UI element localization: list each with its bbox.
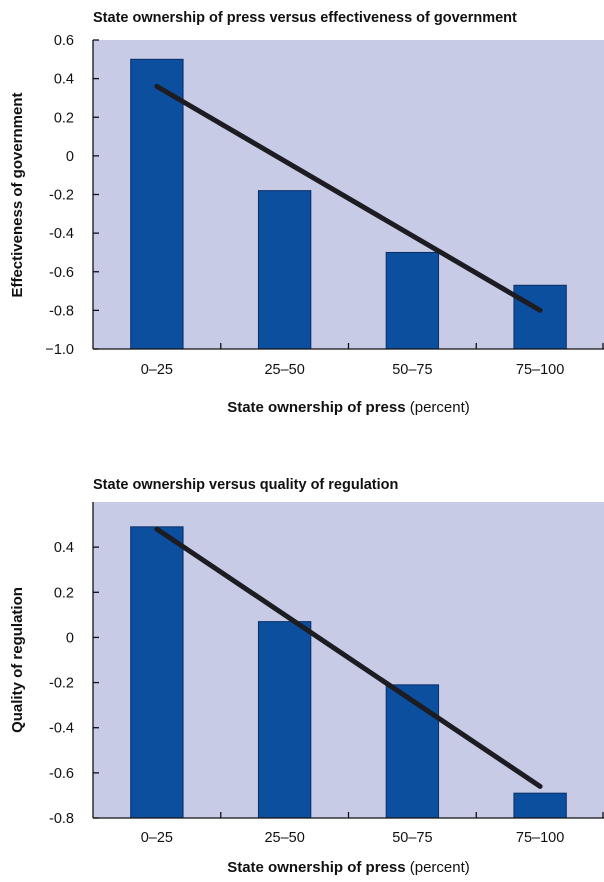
- y-tick-label: -0.4: [49, 721, 74, 737]
- chart-title: State ownership versus quality of regula…: [93, 477, 398, 493]
- x-tick-label: 75–100: [516, 830, 564, 846]
- y-axis-label: Effectiveness of government: [9, 92, 26, 297]
- bar-0–25: [130, 58, 184, 350]
- bar-75–100: [513, 792, 567, 819]
- bar-25–50: [257, 190, 312, 350]
- y-tick-label: 0: [66, 630, 74, 646]
- y-tick-label: -0.6: [49, 265, 74, 281]
- y-tick-label: −1.0: [45, 342, 74, 358]
- bar-50–75: [385, 251, 440, 350]
- chart-quality-of-regulation: 0.4 0.2 0 -0.2 -0.4 -0.6 -0.8 0–25 25–50 50–75 75–…: [9, 477, 604, 876]
- x-tick-label: 25–50: [264, 362, 304, 378]
- x-tick-label: 25–50: [264, 830, 304, 846]
- y-tick-label: -0.4: [49, 226, 74, 242]
- x-axis-label: State ownership of press (percent): [227, 859, 470, 876]
- y-tick-label: 0.2: [54, 585, 74, 601]
- y-tick-label: -0.2: [49, 188, 74, 204]
- chart-effectiveness-of-government: 0.6 0.4 0.2 0 -0.2 -0.4 -0.6 -0.8 −1.0 0–25 25–50 5…: [9, 10, 604, 416]
- bar-0–25: [130, 526, 184, 819]
- y-tick-label: -0.6: [49, 766, 74, 782]
- y-tick-label: 0.4: [54, 540, 74, 556]
- y-tick-label: -0.2: [49, 676, 74, 692]
- x-tick-label: 0–25: [141, 830, 173, 846]
- trend-line: [154, 526, 543, 789]
- x-tick-label: 75–100: [516, 362, 564, 378]
- x-tick-label: 50–75: [392, 362, 432, 378]
- bar-50–75: [385, 684, 440, 819]
- trend-line: [154, 83, 543, 313]
- y-tick-label: 0.6: [54, 33, 74, 49]
- y-tick-label: -0.8: [49, 303, 74, 319]
- y-tick-label: 0: [66, 149, 74, 165]
- x-axis-label: State ownership of press (percent): [227, 399, 470, 416]
- y-tick-label: 0.2: [54, 110, 74, 126]
- y-axis-label: Quality of regulation: [9, 587, 26, 733]
- bar-25–50: [257, 621, 312, 819]
- y-tick-label: -0.8: [49, 811, 74, 827]
- x-tick-label: 0–25: [141, 362, 173, 378]
- bar-75–100: [513, 284, 567, 350]
- x-tick-label: 50–75: [392, 830, 432, 846]
- chart-title: State ownership of press versus effectiv…: [93, 10, 517, 26]
- y-tick-label: 0.4: [54, 72, 74, 88]
